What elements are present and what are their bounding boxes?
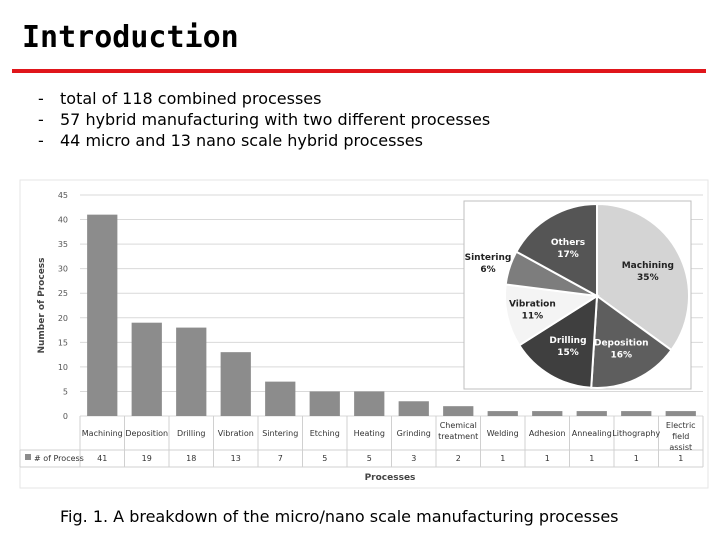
bar <box>220 352 251 416</box>
y-tick-label: 10 <box>58 363 68 372</box>
bar <box>621 411 652 416</box>
bar <box>398 401 429 416</box>
data-label: 5 <box>322 454 327 463</box>
x-tick-label: Sintering <box>262 429 298 438</box>
data-label: 18 <box>186 454 196 463</box>
x-axis-label: Processes <box>365 473 416 483</box>
pie-slice-label: Vibration <box>509 299 556 309</box>
x-tick-label: Adhesion <box>529 429 566 438</box>
y-tick-label: 0 <box>63 412 68 421</box>
data-label: 1 <box>589 454 594 463</box>
data-label: 41 <box>97 454 107 463</box>
pie-slice-percent: 16% <box>611 351 633 361</box>
bullet-item: -44 micro and 13 nano scale hybrid proce… <box>38 130 490 151</box>
bullet-item: - total of 118 combined processes <box>38 88 490 109</box>
bar <box>176 327 207 416</box>
pie-slice-label: Others <box>551 238 585 248</box>
bullet-list: - total of 118 combined processes -57 hyb… <box>38 88 490 151</box>
y-tick-label: 40 <box>58 216 68 225</box>
bar <box>265 381 296 416</box>
pie-slice <box>515 202 598 298</box>
data-label: 5 <box>367 454 372 463</box>
y-tick-label: 15 <box>58 338 68 347</box>
pie-slice-percent: 35% <box>637 273 659 283</box>
title-underline <box>12 69 706 73</box>
legend-swatch <box>25 454 31 460</box>
data-label: 13 <box>231 454 241 463</box>
x-tick-label: Deposition <box>125 429 168 438</box>
bar <box>354 391 385 416</box>
data-label: 1 <box>634 454 639 463</box>
y-tick-label: 45 <box>58 191 68 200</box>
bar <box>576 411 607 416</box>
pie-slice-percent: 11% <box>522 311 544 321</box>
pie-slice-percent: 15% <box>557 348 579 358</box>
data-label: 1 <box>545 454 550 463</box>
bullet-text: total of 118 combined processes <box>60 89 322 108</box>
bullet-marker: - <box>38 110 44 129</box>
bar <box>532 411 563 416</box>
bar <box>487 411 518 416</box>
bullet-text: 57 hybrid manufacturing with two differe… <box>60 110 491 129</box>
data-label: 19 <box>142 454 152 463</box>
chart-frame <box>19 179 709 489</box>
pie-slice-percent: 6% <box>480 265 495 275</box>
pie-slice <box>596 202 690 352</box>
y-tick-label: 30 <box>58 265 68 274</box>
figure-caption: Fig. 1. A breakdown of the micro/nano sc… <box>60 507 619 526</box>
x-tick-label: Grinding <box>397 429 431 438</box>
x-tick-label: Chemical treatment <box>438 421 478 441</box>
pie-slice <box>590 294 673 389</box>
x-tick-label: Electric field assist <box>666 421 696 452</box>
data-label: 3 <box>411 454 416 463</box>
pie-slice <box>517 294 599 389</box>
x-tick-label: Machining <box>82 429 123 438</box>
bar <box>87 214 118 416</box>
y-axis-label: Number of Process <box>37 257 47 353</box>
data-label: 1 <box>678 454 683 463</box>
x-tick-label: Etching <box>310 429 340 438</box>
bullet-item: -57 hybrid manufacturing with two differ… <box>38 109 490 130</box>
x-tick-label: Drilling <box>177 429 206 438</box>
y-tick-label: 20 <box>58 314 68 323</box>
bar <box>443 406 474 416</box>
bar <box>131 322 162 416</box>
x-tick-label: Lithography <box>612 429 660 438</box>
pie-slice-label: Deposition <box>594 339 649 349</box>
x-tick-label: Vibration <box>218 429 254 438</box>
pie-slice-label: Machining <box>622 261 674 271</box>
y-tick-label: 5 <box>63 387 68 396</box>
bar <box>665 411 696 416</box>
bullet-text: 44 micro and 13 nano scale hybrid proces… <box>60 131 423 150</box>
slide-title: Introduction <box>22 20 239 55</box>
x-tick-label: Welding <box>487 429 519 438</box>
y-tick-label: 25 <box>58 289 68 298</box>
pie-slice-percent: 17% <box>557 250 579 260</box>
bar <box>309 391 340 416</box>
data-label: 7 <box>278 454 283 463</box>
data-label: 2 <box>456 454 461 463</box>
bullet-marker: - <box>38 89 44 108</box>
legend-label: # of Process <box>34 454 84 463</box>
x-tick-label: Annealing <box>572 429 612 438</box>
pie-slice-label: Sintering <box>465 253 512 263</box>
data-label: 1 <box>500 454 505 463</box>
x-tick-label: Heating <box>354 429 385 438</box>
y-tick-label: 35 <box>58 240 68 249</box>
pie-slice-label: Drilling <box>549 336 586 346</box>
bullet-marker: - <box>38 131 44 150</box>
